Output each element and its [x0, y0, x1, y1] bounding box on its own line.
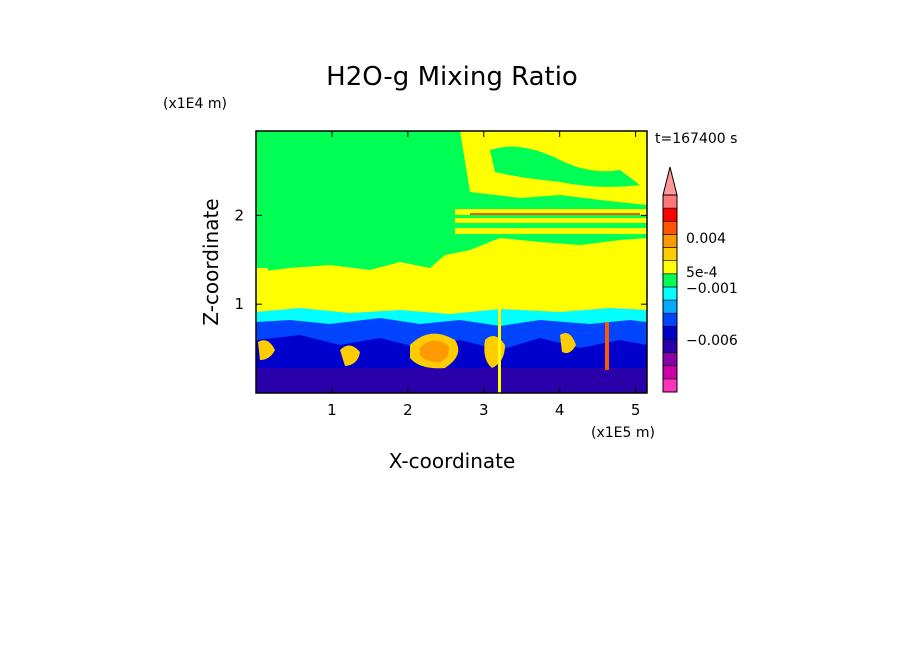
contour-orange-plume-1-core	[420, 340, 449, 362]
colorbar	[662, 166, 678, 393]
colorbar-segment	[662, 273, 678, 288]
contour-band-1	[455, 209, 647, 215]
colorbar-segment	[662, 247, 678, 261]
colorbar-segment	[662, 207, 678, 222]
colorbar-segment	[662, 339, 678, 353]
contour-navy-base	[256, 368, 647, 393]
colorbar-segment	[662, 234, 678, 248]
x-tick-label: 1	[327, 401, 337, 419]
colorbar-label-2: −0.001	[686, 281, 738, 297]
colorbar-segment	[662, 299, 678, 314]
chart-title: H2O-g Mixing Ratio	[326, 62, 578, 92]
contour-orange-plume-3	[340, 345, 360, 366]
colorbar-segment	[662, 194, 678, 209]
colorbar-label-0: 0.004	[686, 231, 726, 247]
colorbar-segment	[662, 352, 678, 367]
contour-yellow-left	[256, 268, 268, 290]
colorbar-label-3: −0.006	[686, 333, 738, 349]
colorbar-segment	[662, 326, 678, 340]
y-axis-ticks: 12	[234, 206, 647, 313]
x-tick-label: 5	[631, 401, 641, 419]
contour-red-column	[605, 322, 609, 370]
x-unit-label: (x1E5 m)	[591, 425, 655, 441]
contour-orange-plume-5	[560, 332, 576, 354]
x-tick-label: 2	[403, 401, 413, 419]
colorbar-label-1: 5e-4	[686, 265, 718, 281]
colorbar-labels: 0.004 5e-4 −0.001 −0.006	[686, 231, 738, 349]
colorbar-segment	[662, 260, 678, 275]
contour-upper-right-green	[490, 146, 640, 187]
x-tick-label: 4	[555, 401, 565, 419]
y-axis-label: Z-coordinate	[199, 198, 223, 325]
contour-band-3	[455, 228, 647, 234]
y-tick-label: 1	[234, 295, 244, 313]
colorbar-segment	[662, 312, 678, 327]
plot-frame	[255, 130, 648, 394]
time-label: t=167400 s	[655, 131, 737, 147]
colorbar-segment	[662, 378, 678, 393]
contour-red-streak	[470, 213, 640, 215]
contour-orange-plume-4	[258, 340, 275, 360]
contour-band-2	[455, 218, 647, 223]
contour-yellow-layer	[256, 238, 647, 322]
y-unit-label: (x1E4 m)	[163, 96, 227, 112]
colorbar-segment	[662, 286, 678, 301]
y-tick-label: 2	[234, 206, 244, 224]
colorbar-extend-arrow	[662, 166, 678, 196]
colorbar-segment	[662, 365, 678, 380]
x-axis-ticks: 1 2 3 4 5	[327, 131, 640, 419]
contour-yellow-column	[498, 300, 501, 393]
colorbar-segment	[662, 220, 678, 235]
x-tick-label: 3	[479, 401, 489, 419]
x-axis-label: X-coordinate	[389, 449, 516, 473]
colorbar-frame	[662, 194, 678, 393]
contour-field	[256, 131, 647, 393]
